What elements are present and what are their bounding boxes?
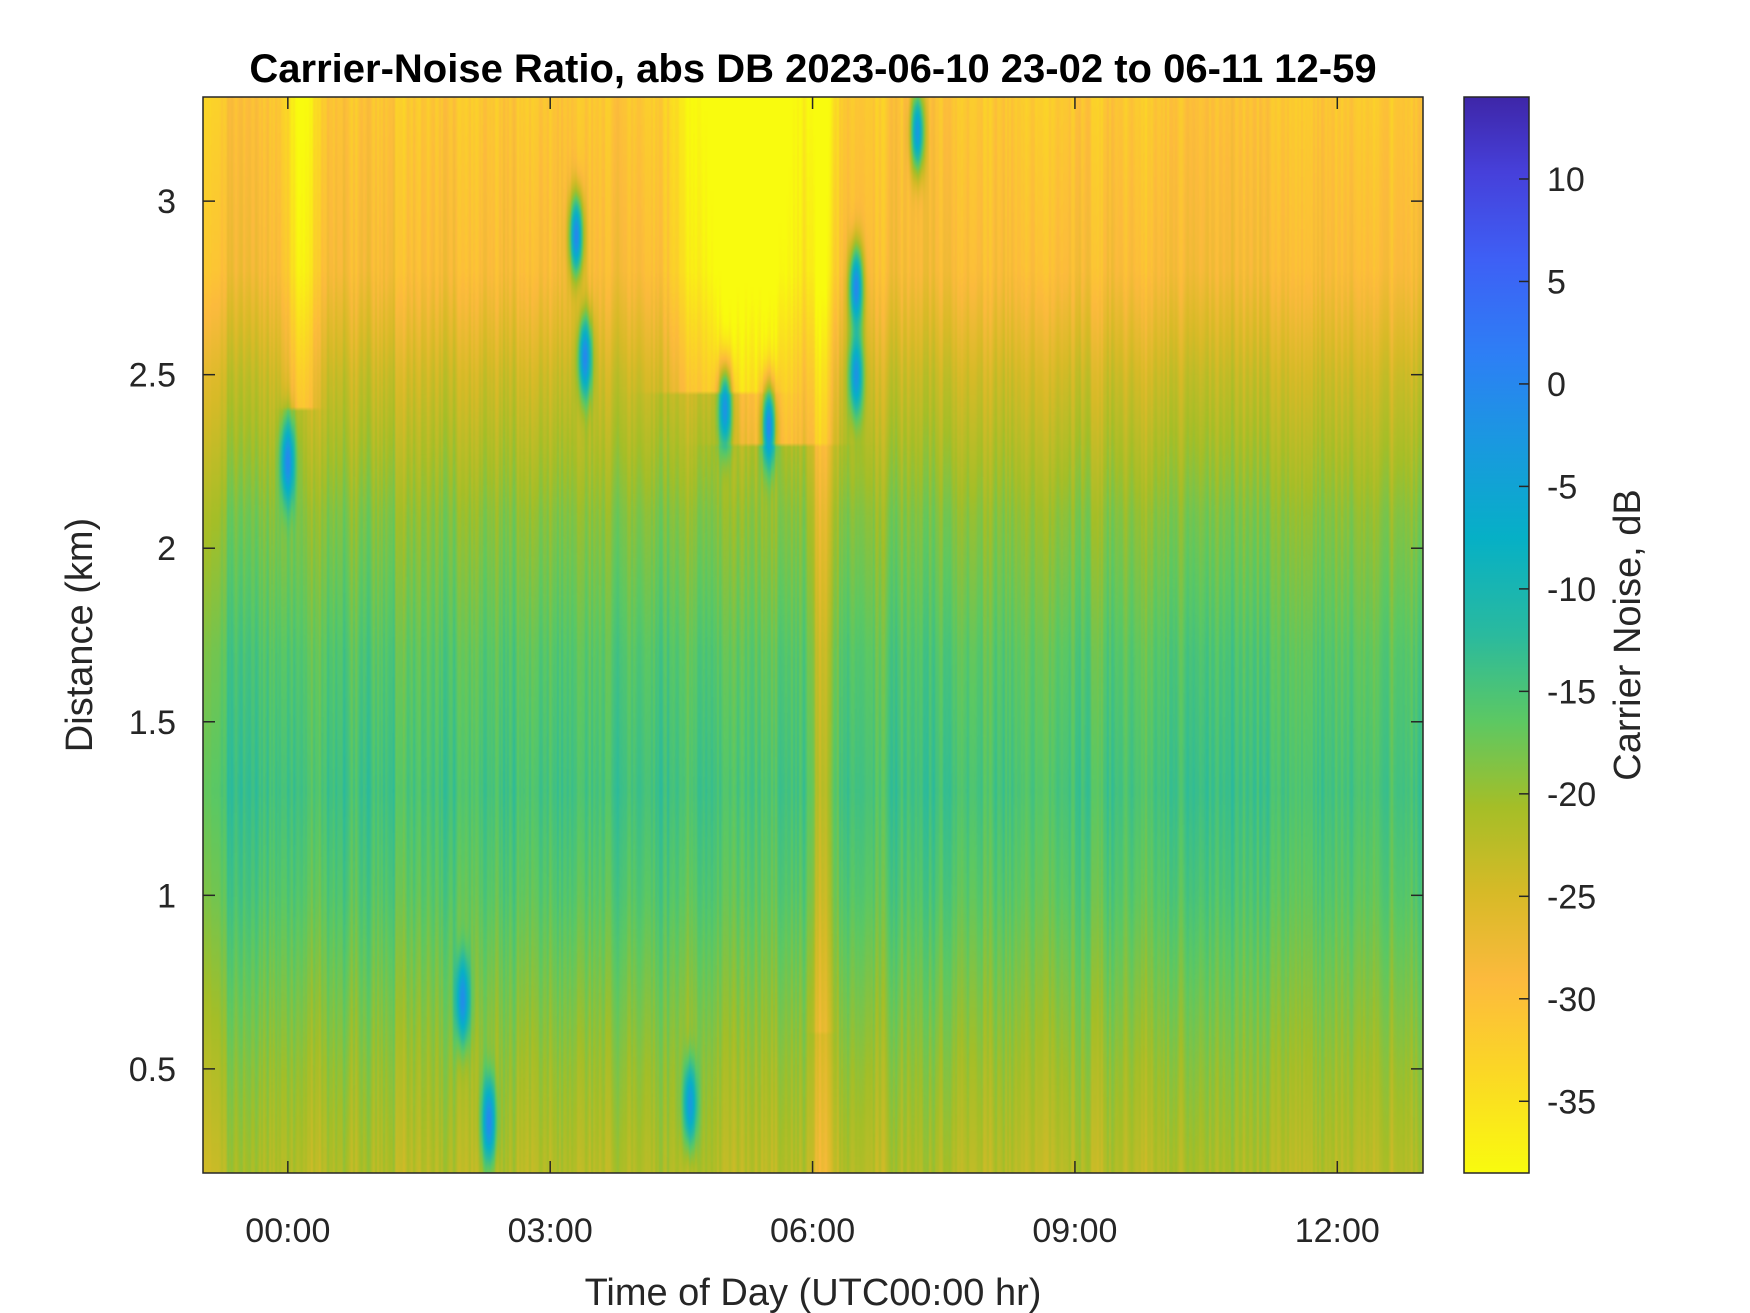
heatmap-layer [203, 97, 1423, 1173]
colorbar: 10 5 0 -5 -10 -15 -20 -25 -30 -35 Carrier Noise, … [1463, 96, 1649, 1174]
colorbar-tick-label: -20 [1547, 776, 1596, 814]
colorbar-tick-label: -25 [1547, 878, 1596, 916]
colorbar-tick-label: -15 [1547, 673, 1596, 711]
colorbar-tick-label: -30 [1547, 981, 1596, 1019]
colorbar-tick-label: -5 [1547, 468, 1577, 506]
colorbar-tick-label: -10 [1547, 571, 1596, 609]
y-tick-label: 0.5 [129, 1051, 176, 1089]
y-axis-ticks: 0.5 1 1.5 2 2.5 3 [129, 183, 1423, 1089]
x-tick-label: 00:00 [245, 1212, 330, 1250]
colorbar-gradient [1463, 96, 1530, 1174]
y-tick-label: 3 [157, 183, 176, 221]
y-tick-label: 1 [157, 877, 176, 915]
colorbar-tick-label: 10 [1547, 161, 1585, 199]
x-tick-label: 12:00 [1295, 1212, 1380, 1250]
y-tick-label: 2.5 [129, 357, 176, 395]
x-tick-label: 03:00 [508, 1212, 593, 1250]
x-axis-ticks: 00:00 03:00 06:00 09:00 12:00 [245, 97, 1380, 1250]
x-tick-label: 06:00 [770, 1212, 855, 1250]
x-axis-label: Time of Day (UTC00:00 hr) [585, 1272, 1042, 1313]
heatmap-image [203, 97, 1423, 1173]
colorbar-tick-label: 5 [1547, 263, 1566, 301]
colorbar-tick-label: 0 [1547, 366, 1566, 404]
x-tick-label: 09:00 [1032, 1212, 1117, 1250]
y-tick-label: 1.5 [129, 704, 176, 742]
colorbar-tick-label: -35 [1547, 1083, 1596, 1121]
y-tick-label: 2 [157, 530, 176, 568]
chart-title: Carrier-Noise Ratio, abs DB 2023-06-10 2… [249, 47, 1376, 91]
colorbar-ticks: 10 5 0 -5 -10 -15 -20 -25 -30 -35 [1519, 161, 1596, 1121]
y-axis-label: Distance (km) [59, 518, 101, 752]
colorbar-label: Carrier Noise, dB [1607, 489, 1649, 780]
